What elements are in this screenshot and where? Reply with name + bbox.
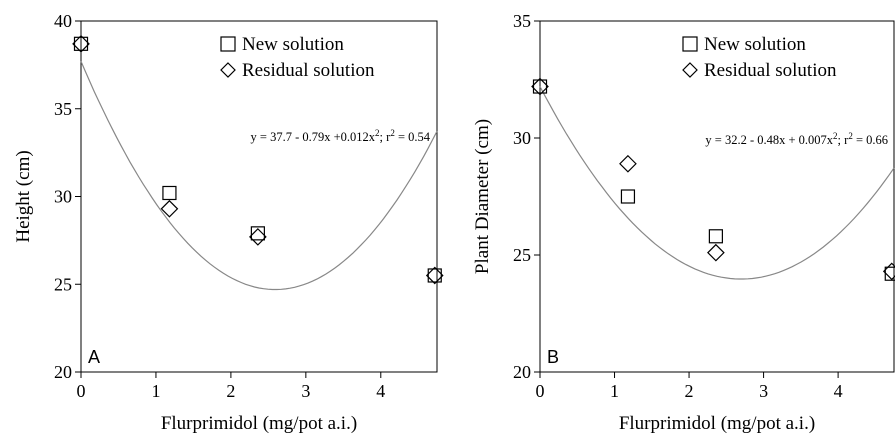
legend-marker-square: [682, 36, 698, 52]
y-tick-label: 20: [54, 362, 72, 382]
x-tick-label: 0: [77, 381, 86, 401]
x-tick-label: 3: [759, 381, 768, 401]
point-new-solution: [532, 79, 548, 94]
legend-label-residual-solution: Residual solution: [242, 60, 375, 81]
point-new-solution: [620, 189, 636, 204]
point-residual-solution: [249, 228, 267, 246]
point-residual-solution: [882, 262, 895, 281]
x-tick-label: 1: [610, 381, 619, 401]
x-tick-label: 1: [151, 381, 160, 401]
plot-frame: [539, 20, 895, 373]
point-residual-solution: [707, 243, 725, 262]
legend: New solution Residual solution: [220, 34, 375, 81]
point-new-solution: [250, 226, 265, 241]
panel-label: B: [547, 347, 559, 367]
legend-label-new-solution: New solution: [704, 34, 806, 55]
y-axis-label: Height (cm): [13, 150, 34, 242]
y-tick-label: 30: [513, 128, 531, 148]
x-tick-label: 2: [226, 381, 235, 401]
x-axis-label: Flurprimidol (mg/pot a.i.): [161, 413, 357, 434]
legend-marker-diamond: [682, 62, 698, 78]
point-residual-solution: [425, 266, 444, 285]
chart-panel-a: 0 1 2 3 4 20 25 30 35 40 Flurprimidol (mg/pot a.i.…: [13, 11, 444, 434]
point-new-solution: [73, 36, 89, 51]
point-new-solution: [427, 268, 442, 283]
y-tick-label: 20: [513, 362, 531, 382]
fit-curve: [539, 86, 895, 280]
point-new-solution: [162, 185, 177, 201]
legend-label-residual-solution: Residual solution: [704, 60, 837, 81]
x-tick-label: 2: [685, 381, 694, 401]
y-tick-label: 35: [54, 99, 72, 119]
x-tick-label: 4: [834, 381, 843, 401]
legend-marker-square: [220, 36, 236, 52]
x-axis-label: Flurprimidol (mg/pot a.i.): [619, 413, 815, 434]
legend: New solution Residual solution: [682, 34, 837, 81]
point-new-solution: [708, 229, 723, 244]
x-tick-label: 0: [536, 381, 545, 401]
legend-marker-diamond: [220, 62, 236, 78]
y-tick-label: 40: [54, 11, 72, 31]
point-residual-solution: [72, 34, 90, 53]
y-tick-label: 35: [513, 11, 531, 31]
chart-panel-b: 0 1 2 3 4 20 25 30 35 Flurprimidol (mg/pot a.i.) P…: [472, 11, 895, 434]
panel-label: A: [88, 347, 100, 367]
y-tick-label: 25: [54, 274, 72, 294]
legend-label-new-solution: New solution: [242, 34, 344, 55]
fit-equation: y = 32.2 - 0.48x + 0.007x2; r2 = 0.66: [705, 131, 888, 147]
point-residual-solution: [531, 77, 549, 96]
y-tick-label: 30: [54, 187, 72, 207]
x-tick-label: 3: [301, 381, 310, 401]
point-residual-solution: [160, 199, 179, 218]
y-axis-label: Plant Diameter (cm): [472, 119, 493, 274]
point-residual-solution: [619, 154, 637, 173]
fit-equation: y = 37.7 - 0.79x +0.012x2; r2 = 0.54: [251, 128, 431, 144]
y-tick-label: 25: [513, 245, 531, 265]
x-tick-label: 4: [376, 381, 385, 401]
fit-curve: [80, 61, 438, 291]
